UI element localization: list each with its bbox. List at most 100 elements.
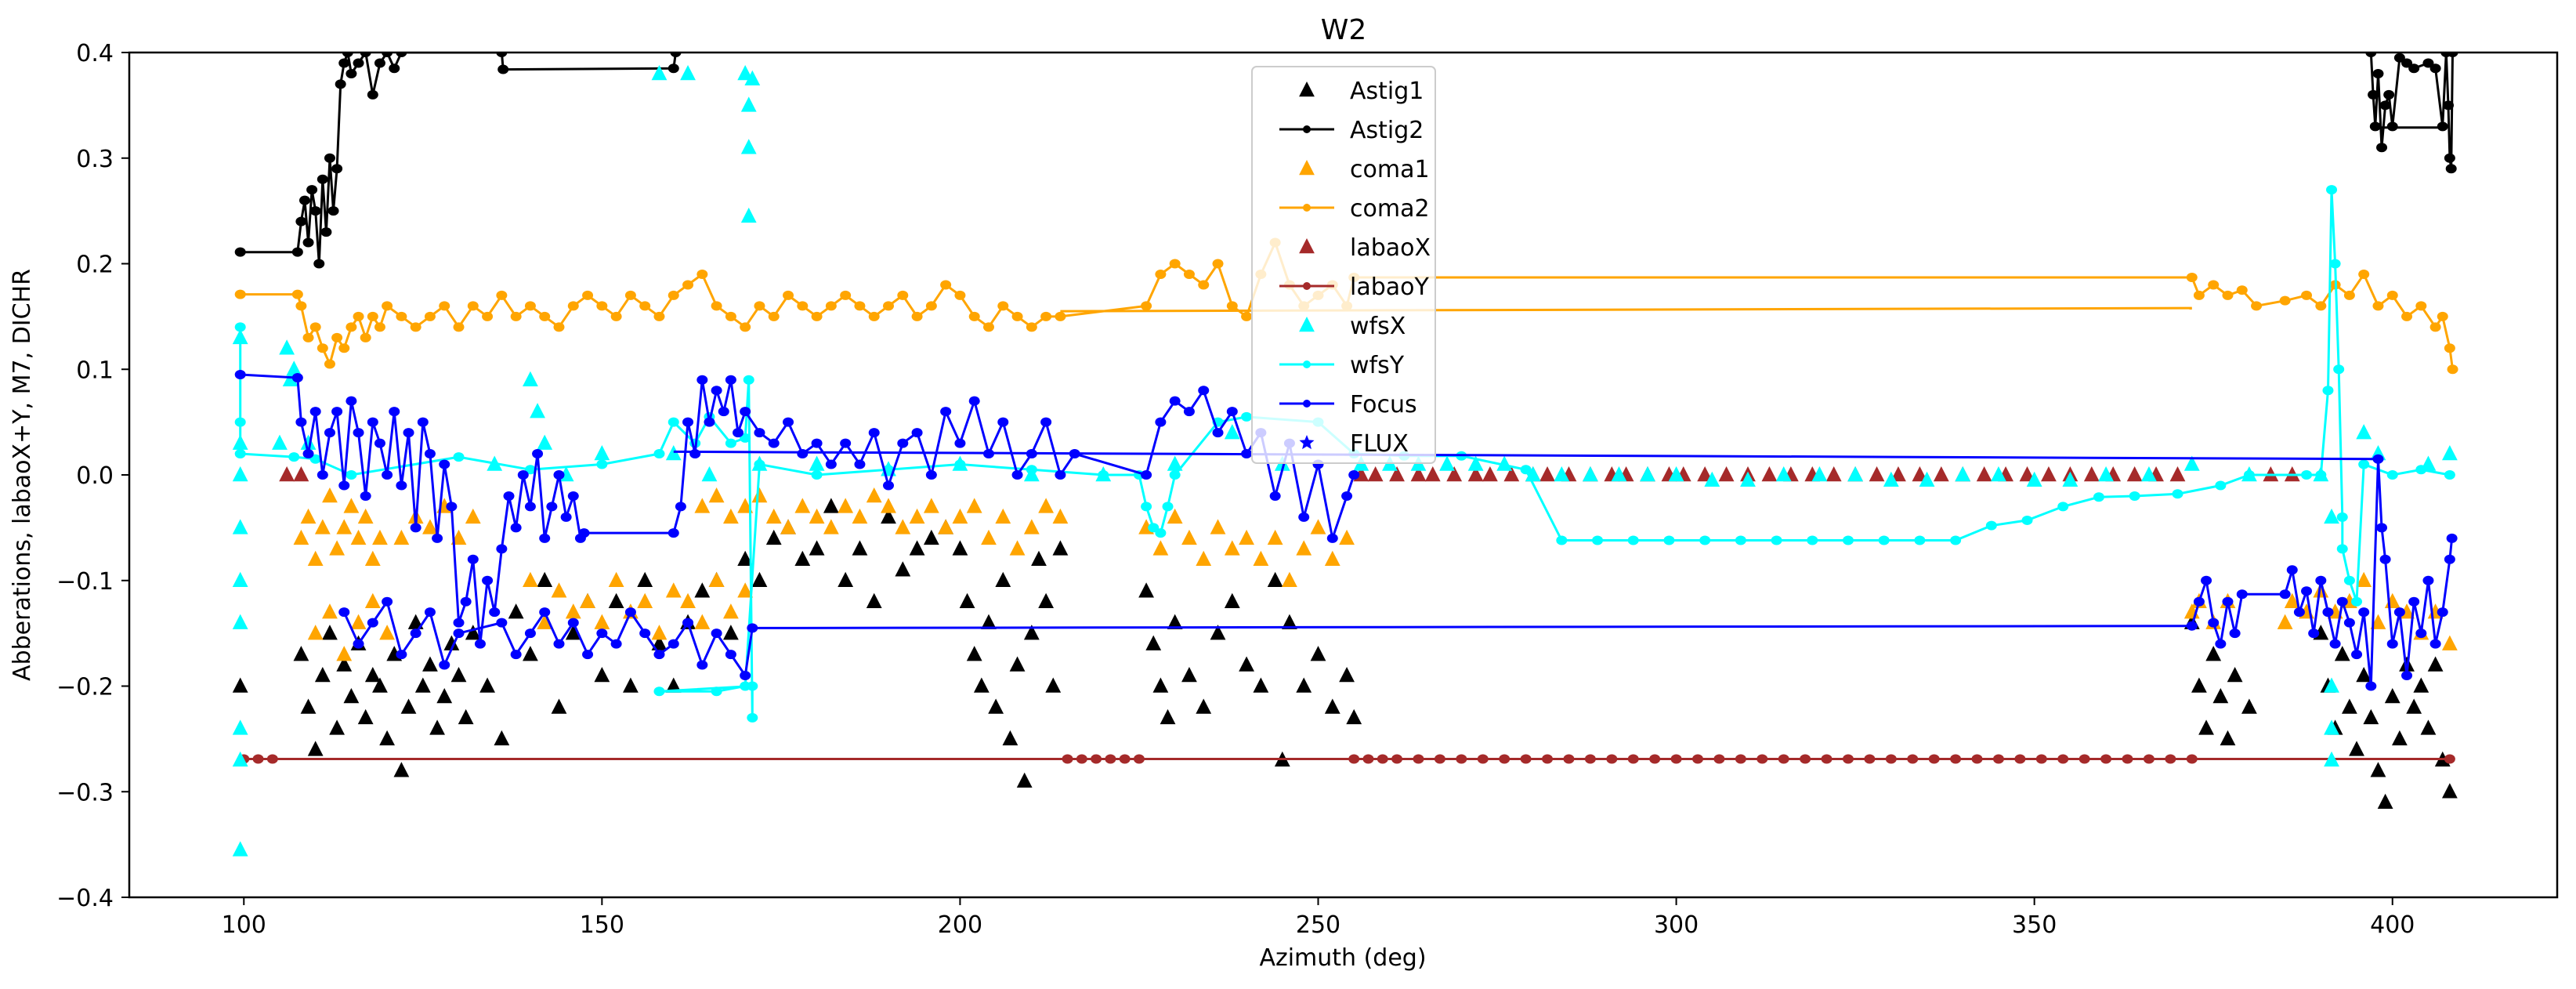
- data-point: [2384, 687, 2401, 704]
- data-point: [608, 571, 624, 587]
- data-point: [1718, 466, 1735, 482]
- data-point: [346, 470, 357, 480]
- data-point: [2329, 639, 2341, 649]
- data-point: [389, 407, 400, 417]
- data-point: [1864, 754, 1876, 764]
- data-point: [1348, 754, 1360, 764]
- data-point: [436, 687, 453, 704]
- data-point: [1346, 708, 1362, 725]
- data-point: [733, 428, 744, 438]
- data-point: [747, 623, 758, 633]
- data-point: [432, 533, 443, 543]
- data-point: [353, 311, 364, 321]
- data-point: [997, 301, 1009, 311]
- data-point: [1539, 466, 1555, 482]
- data-point: [1976, 466, 1992, 482]
- data-point: [2172, 489, 2183, 499]
- data-point: [1224, 424, 1240, 440]
- data-point: [482, 575, 494, 585]
- data-point: [424, 607, 436, 618]
- data-point: [1298, 512, 1310, 522]
- data-point: [1282, 571, 1297, 587]
- data-point: [2370, 762, 2386, 777]
- data-point: [866, 592, 882, 608]
- data-point: [1713, 754, 1725, 764]
- data-point: [1119, 754, 1131, 764]
- data-point: [539, 607, 551, 618]
- data-point: [2429, 322, 2441, 332]
- data-point: [740, 407, 751, 417]
- data-point: [272, 434, 288, 450]
- data-point: [331, 407, 343, 417]
- x-tick-label: 150: [580, 911, 624, 939]
- data-point: [336, 656, 353, 672]
- data-point: [2322, 386, 2334, 396]
- data-point: [1563, 754, 1575, 764]
- data-point: [665, 445, 682, 461]
- data-point: [2208, 280, 2220, 290]
- data-point: [2186, 754, 2198, 764]
- data-point: [379, 625, 395, 640]
- data-point: [2372, 301, 2384, 311]
- data-point: [883, 480, 895, 491]
- chart-title: W2: [1321, 14, 1367, 46]
- data-point: [2441, 445, 2458, 461]
- data-point: [968, 311, 980, 321]
- data-point: [1933, 466, 1949, 482]
- data-point: [2393, 607, 2405, 618]
- data-point: [797, 449, 809, 459]
- data-point: [1040, 311, 1052, 321]
- data-point: [2143, 754, 2155, 764]
- data-point: [424, 449, 436, 459]
- data-point: [854, 301, 866, 311]
- data-point: [2193, 290, 2205, 300]
- data-point: [322, 625, 338, 640]
- data-point: [737, 550, 754, 567]
- data-point: [1105, 754, 1116, 764]
- y-tick-label: 0.2: [76, 252, 114, 279]
- data-point: [1162, 502, 1174, 512]
- data-point: [578, 528, 590, 538]
- data-point: [2401, 311, 2413, 321]
- data-point: [668, 528, 679, 538]
- data-point: [954, 290, 966, 300]
- data-point: [783, 417, 794, 427]
- data-point: [852, 540, 868, 556]
- data-point: [1878, 535, 1890, 545]
- data-point: [909, 508, 925, 524]
- data-point: [2356, 571, 2372, 587]
- data-point: [2376, 523, 2388, 533]
- data-point: [1627, 754, 1639, 764]
- data-point: [1167, 614, 1183, 629]
- data-point: [417, 417, 429, 427]
- data-point: [740, 322, 751, 332]
- data-point: [2126, 466, 2143, 482]
- legend-item-labaox: labaoX: [1299, 234, 1431, 262]
- data-point: [372, 529, 388, 545]
- data-point: [234, 449, 246, 459]
- data-point: [838, 571, 854, 587]
- data-point: [754, 428, 765, 438]
- data-point: [1482, 466, 1498, 482]
- data-point: [374, 58, 385, 68]
- data-point: [608, 592, 624, 608]
- data-point: [596, 459, 608, 469]
- data-point: [1133, 754, 1145, 764]
- data-point: [382, 596, 393, 607]
- data-point: [367, 311, 378, 321]
- data-point: [1296, 677, 1312, 693]
- data-point: [966, 498, 982, 513]
- data-point: [2408, 63, 2420, 74]
- data-point: [291, 247, 303, 257]
- data-point: [553, 470, 565, 480]
- data-point: [2406, 698, 2422, 714]
- data-point: [2279, 295, 2291, 306]
- y-tick-label: −0.1: [56, 568, 114, 596]
- data-point: [2324, 677, 2339, 693]
- legend-label: coma1: [1350, 156, 1430, 183]
- data-point: [1740, 471, 1756, 487]
- data-point: [309, 206, 321, 216]
- data-point: [1145, 635, 1162, 650]
- data-point: [596, 301, 608, 311]
